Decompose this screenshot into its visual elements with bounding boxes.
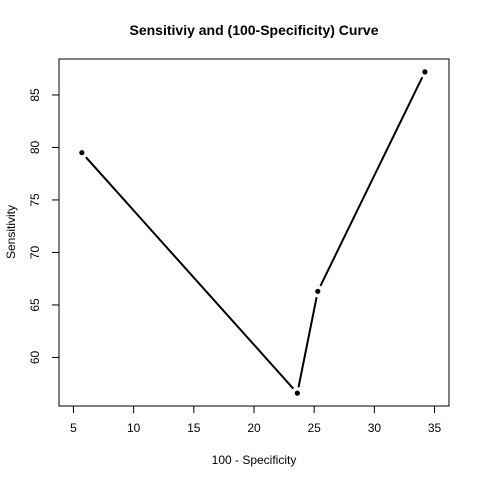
line-segment [297,296,318,388]
x-tick-label: 20 [247,421,261,435]
y-tick-label: 65 [28,298,42,312]
x-tick-label: 25 [308,421,322,435]
data-point [315,288,321,294]
data-point [79,150,85,156]
y-tick-label: 70 [28,245,42,259]
data-point [294,390,300,396]
y-tick-label: 60 [28,350,42,364]
x-tick-label: 5 [70,421,77,435]
line-segment [85,156,295,390]
data-series [79,69,428,396]
chart-title: Sensitiviy and (100-Specificity) Curve [130,22,379,38]
x-tick-label: 10 [127,421,141,435]
data-point [422,69,428,75]
y-axis: 60 65 70 75 80 85 [28,88,60,364]
x-tick-label: 30 [368,421,382,435]
line-segment [319,76,424,287]
y-tick-label: 85 [28,88,42,102]
y-tick-label: 75 [28,193,42,207]
x-tick-label: 15 [187,421,201,435]
x-tick-label: 35 [428,421,442,435]
x-axis-label: 100 - Specificity [212,453,297,467]
x-axis: 5 10 15 20 25 30 35 [70,405,442,435]
y-tick-label: 80 [28,140,42,154]
y-axis-label: Sensitivity [4,205,18,259]
